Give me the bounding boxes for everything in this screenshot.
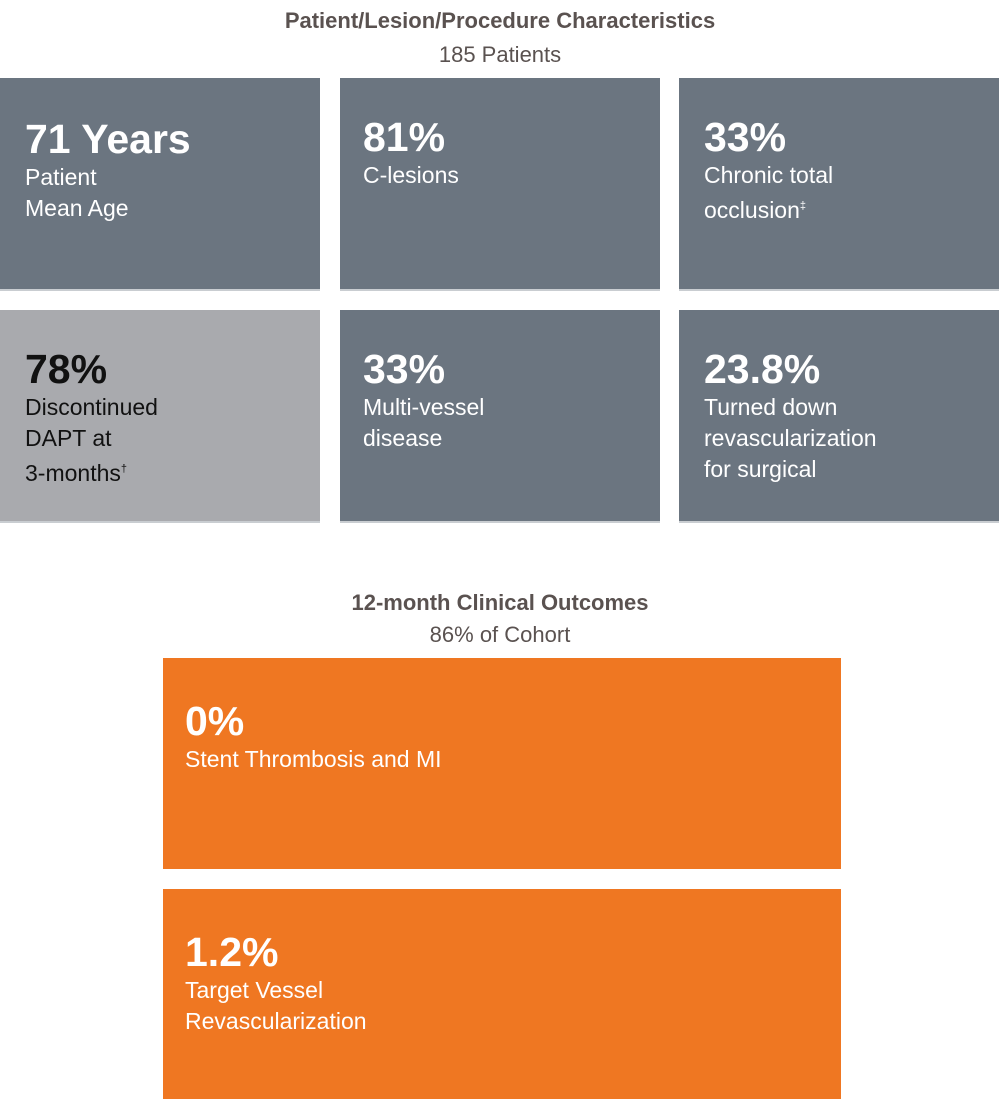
tile-value: 1.2%	[185, 929, 279, 975]
tile-tvr: 1.2% Target Vessel Revascularization	[163, 889, 841, 1099]
tile-value: 33%	[704, 114, 787, 160]
tile-value: 23.8%	[704, 346, 821, 392]
footnote-mark: ‡	[799, 200, 807, 212]
tile-value: 0%	[185, 698, 245, 744]
tile-cto: 33% Chronic total occlusion‡	[679, 78, 999, 291]
tile-label: Turned down revascularization for surgic…	[704, 394, 877, 482]
characteristics-subtitle: 185 Patients	[438, 42, 562, 67]
tile-label: Multi-vessel disease	[363, 394, 485, 451]
characteristics-title: Patient/Lesion/Procedure Characteristics	[284, 8, 716, 33]
tile-label: Stent Thrombosis and MI	[185, 746, 442, 772]
outcomes-title: 12-month Clinical Outcomes	[351, 590, 649, 615]
tile-mean-age: 71 Years Patient Mean Age	[0, 78, 320, 291]
tile-value: 33%	[363, 346, 446, 392]
tile-turned-down: 23.8% Turned down revascularization for …	[679, 310, 999, 523]
tile-label: Target Vessel Revascularization	[185, 977, 367, 1034]
tile-multivessel: 33% Multi-vessel disease	[340, 310, 660, 523]
tile-value: 71 Years	[25, 116, 191, 162]
outcomes-subtitle: 86% of Cohort	[429, 622, 571, 647]
tile-value: 81%	[363, 114, 446, 160]
tile-label: Patient Mean Age	[25, 164, 129, 221]
tile-label: Discontinued DAPT at 3-months	[25, 394, 158, 486]
footnote-mark: †	[120, 463, 127, 475]
tile-stent-thrombosis: 0% Stent Thrombosis and MI	[163, 658, 841, 869]
tile-label: C-lesions	[363, 162, 459, 188]
tile-value: 78%	[25, 346, 108, 392]
tile-label: Chronic total occlusion	[704, 162, 834, 223]
tile-dapt: 78% Discontinued DAPT at 3-months†	[0, 310, 320, 523]
tile-c-lesions: 81% C-lesions	[340, 78, 660, 291]
